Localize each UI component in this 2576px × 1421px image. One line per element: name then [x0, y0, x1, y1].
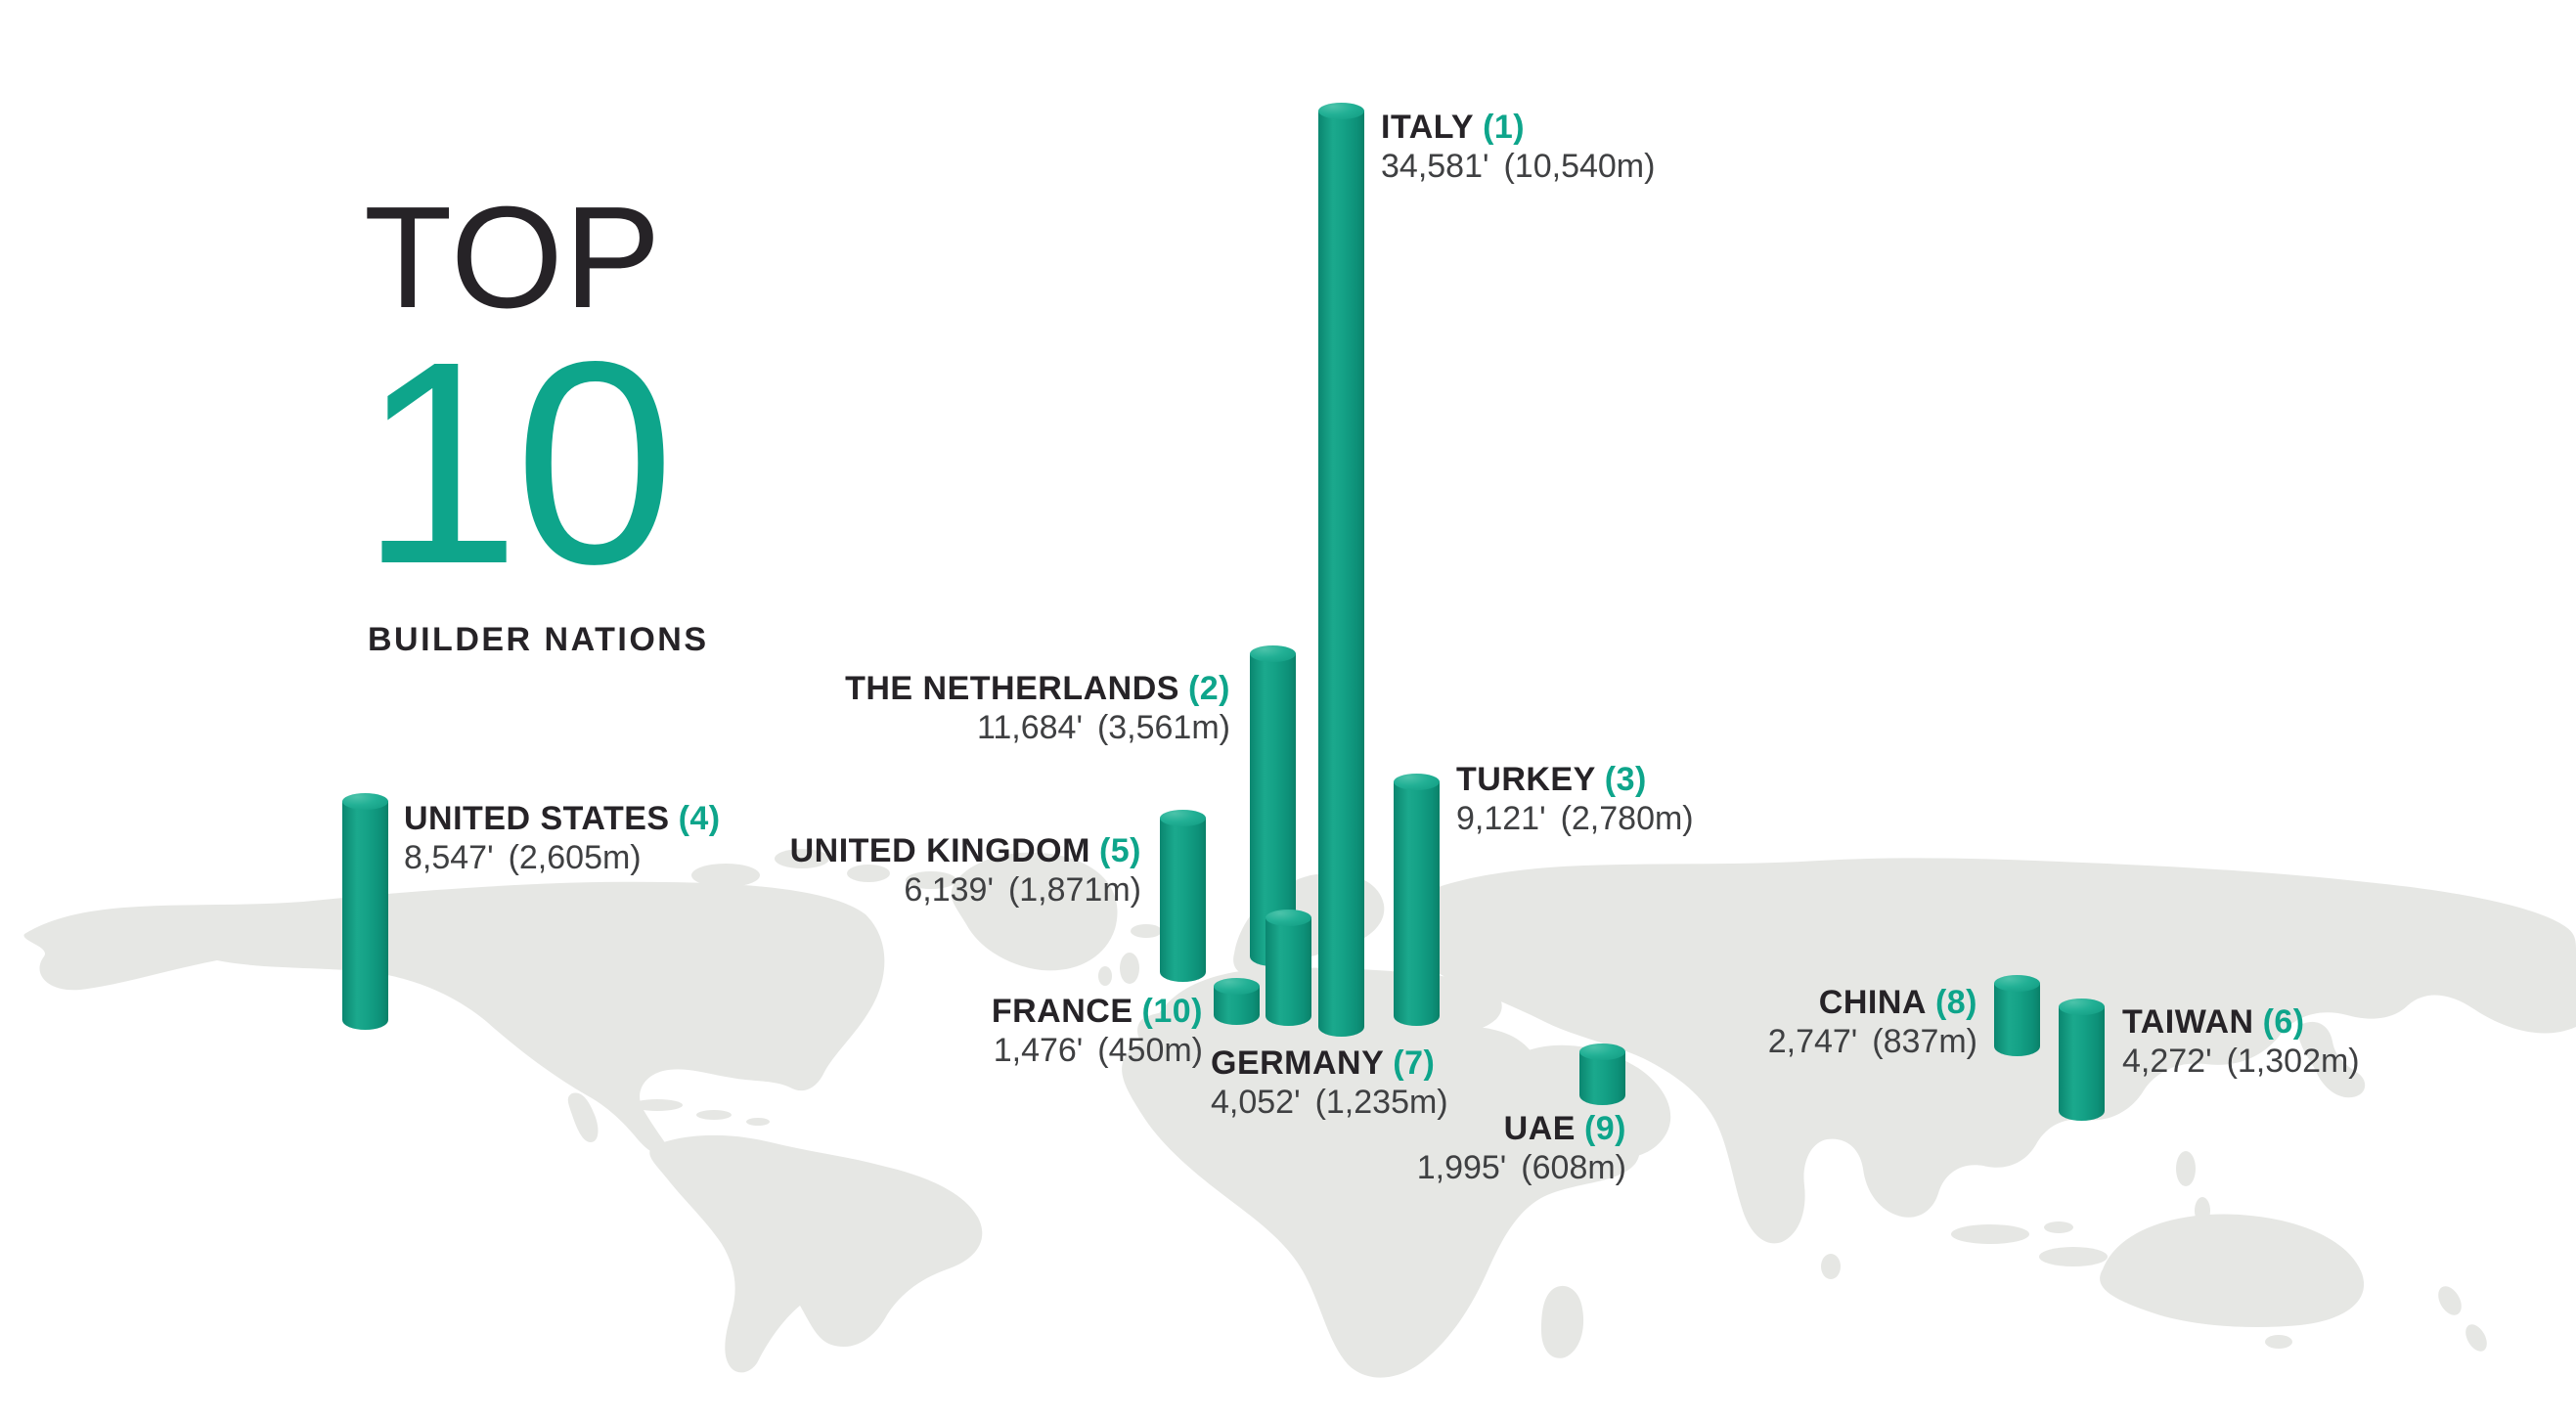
country-meters: (608m) — [1521, 1149, 1626, 1186]
bar-turkey — [1393, 774, 1440, 1026]
bar-united-states — [341, 793, 388, 1030]
country-name: UNITED STATES — [404, 800, 670, 837]
label-france: FRANCE (10) 1,476' (450m) — [992, 993, 1203, 1069]
bar-top-united-kingdom — [1159, 810, 1206, 826]
bar-top-germany — [1265, 910, 1311, 926]
title-block: TOP 10 BUILDER NATIONS — [360, 177, 709, 658]
country-feet: 1,476' — [993, 1032, 1084, 1069]
country-name: CHINA — [1818, 984, 1927, 1021]
country-name: ITALY — [1381, 109, 1475, 146]
bar-taiwan — [2058, 999, 2105, 1121]
bar-uae — [1578, 1044, 1625, 1105]
bar-top-italy — [1317, 103, 1364, 119]
country-feet: 11,684' — [976, 709, 1083, 746]
title-subtitle: BUILDER NATIONS — [368, 621, 709, 658]
country-meters: (1,302m) — [2226, 1043, 2360, 1080]
label-germany: GERMANY (7) 4,052' (1,235m) — [1211, 1044, 1448, 1121]
country-name: TURKEY — [1456, 761, 1596, 798]
bar-france — [1213, 978, 1260, 1025]
map-africa — [1122, 1020, 1640, 1378]
map-greenland — [951, 852, 1118, 971]
country-rank: (4) — [678, 800, 721, 837]
country-feet: 4,052' — [1211, 1084, 1301, 1121]
bar-top-taiwan — [2058, 999, 2105, 1015]
country-feet: 8,547' — [404, 839, 494, 876]
country-meters: (3,561m) — [1096, 709, 1230, 746]
country-rank: (5) — [1098, 832, 1141, 869]
bar-top-uae — [1578, 1044, 1625, 1060]
map-asia — [1395, 858, 2576, 1244]
country-meters: (2,780m) — [1560, 800, 1694, 837]
country-name: UAE — [1503, 1110, 1576, 1147]
country-meters: (2,605m) — [508, 839, 642, 876]
bar-italy — [1317, 103, 1364, 1037]
country-feet: 6,139' — [904, 871, 994, 909]
map-north-america — [23, 881, 885, 1158]
country-rank: (1) — [1483, 109, 1526, 146]
country-feet: 34,581' — [1381, 148, 1489, 185]
country-meters: (450m) — [1097, 1032, 1203, 1069]
country-rank: (3) — [1604, 761, 1647, 798]
country-rank: (7) — [1393, 1044, 1436, 1082]
bar-top-netherlands — [1249, 645, 1296, 662]
bar-china — [1993, 975, 2040, 1056]
country-rank: (8) — [1934, 984, 1977, 1021]
country-name: FRANCE — [991, 993, 1133, 1030]
country-rank: (2) — [1187, 670, 1230, 707]
label-united-states: UNITED STATES (4) 8,547' (2,605m) — [404, 800, 721, 876]
country-name: THE NETHERLANDS — [845, 670, 1179, 707]
map-south-america — [649, 1134, 983, 1373]
country-name: GERMANY — [1211, 1044, 1385, 1082]
bar-top-turkey — [1393, 774, 1440, 790]
label-china: CHINA (8) 2,747' (837m) — [1768, 984, 1977, 1060]
title-number-10: 10 — [360, 301, 675, 624]
country-rank: (10) — [1141, 993, 1203, 1030]
country-meters: (1,235m) — [1314, 1084, 1448, 1121]
country-meters: (837m) — [1872, 1023, 1977, 1060]
label-united-kingdom: UNITED KINGDOM (5) 6,139' (1,871m) — [790, 832, 1141, 909]
country-feet: 1,995' — [1416, 1149, 1507, 1186]
country-name: TAIWAN — [2122, 1003, 2254, 1041]
label-taiwan: TAIWAN (6) 4,272' (1,302m) — [2122, 1003, 2360, 1080]
bar-germany — [1265, 910, 1311, 1026]
country-feet: 9,121' — [1456, 800, 1546, 837]
label-italy: ITALY (1) 34,581' (10,540m) — [1381, 109, 1655, 185]
bar-top-united-states — [341, 793, 388, 810]
label-uae: UAE (9) 1,995' (608m) — [1417, 1110, 1626, 1186]
country-meters: (10,540m) — [1503, 148, 1656, 185]
bar-top-china — [1993, 975, 2040, 992]
label-netherlands: THE NETHERLANDS (2) 11,684' (3,561m) — [845, 670, 1230, 746]
country-rank: (6) — [2262, 1003, 2305, 1041]
country-rank: (9) — [1583, 1110, 1626, 1147]
bar-top-france — [1213, 978, 1260, 995]
country-meters: (1,871m) — [1007, 871, 1141, 909]
country-name: UNITED KINGDOM — [789, 832, 1090, 869]
country-feet: 4,272' — [2122, 1043, 2212, 1080]
bar-united-kingdom — [1159, 810, 1206, 982]
title-top-word: TOP — [364, 177, 662, 338]
country-feet: 2,747' — [1767, 1023, 1858, 1060]
map-australia — [2100, 1214, 2365, 1328]
map-japan — [2298, 1021, 2366, 1098]
label-turkey: TURKEY (3) 9,121' (2,780m) — [1456, 761, 1694, 837]
